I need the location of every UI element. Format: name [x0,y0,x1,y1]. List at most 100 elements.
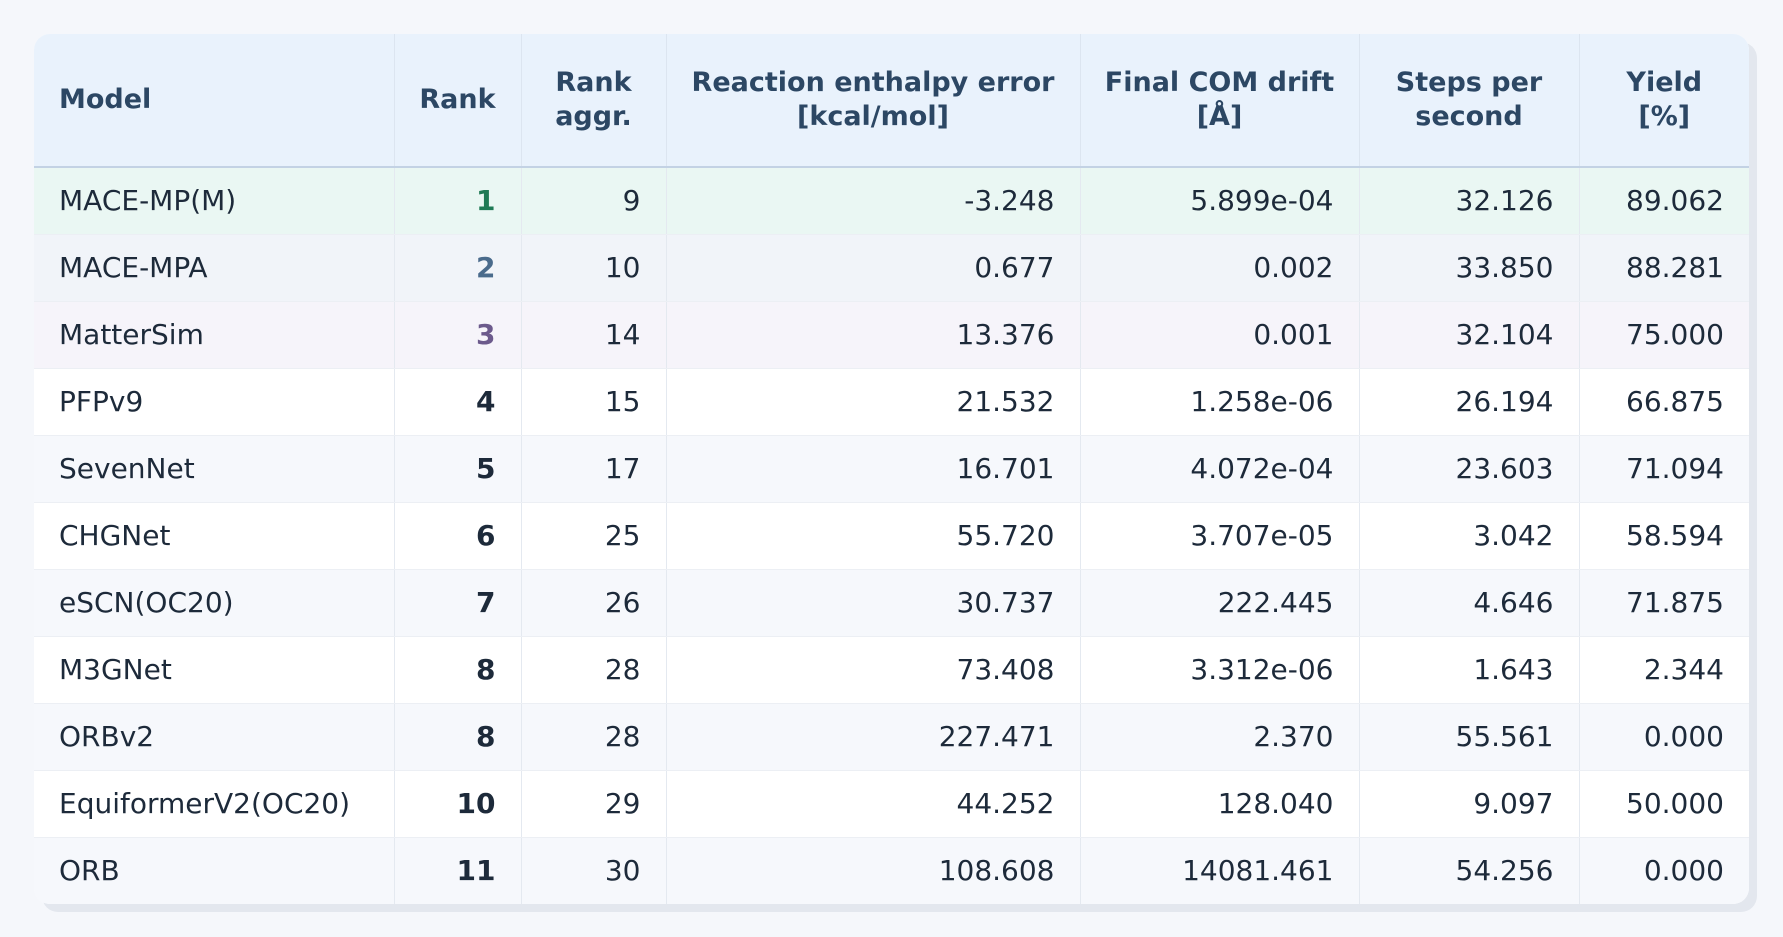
column-header-reaction-enthalpy-error[interactable]: Reaction enthalpy error [kcal/mol] [666,34,1081,168]
steps-per-second-cell: 32.104 [1359,301,1580,369]
header-label: Steps per [1395,67,1543,98]
com-drift-cell: 0.001 [1080,301,1360,369]
model-cell: eSCN(OC20) [34,569,395,637]
rank-aggr-cell: 29 [521,770,667,838]
column-header-model[interactable]: Model [34,34,395,168]
yield-cell: 71.094 [1579,435,1749,503]
header-label: Final COM drift [1104,67,1335,98]
table-row[interactable]: SevenNet 5 17 16.701 4.072e-04 23.603 71.094 [34,435,1749,503]
yield-cell: 0.000 [1579,837,1749,904]
column-header-rank[interactable]: Rank [394,34,522,168]
model-cell: MatterSim [34,301,395,369]
enthalpy-error-cell: 44.252 [666,770,1081,838]
enthalpy-error-cell: 0.677 [666,234,1081,302]
yield-cell: 88.281 [1579,234,1749,302]
header-label: Rank [555,67,632,98]
header-label: Rank [419,84,496,115]
model-cell: EquiformerV2(OC20) [34,770,395,838]
rank-aggr-cell: 26 [521,569,667,637]
com-drift-cell: 4.072e-04 [1080,435,1360,503]
yield-cell: 75.000 [1579,301,1749,369]
table-header: Model Rank Rank aggr. Reaction enthalpy e… [34,34,1749,168]
model-cell: ORBv2 [34,703,395,771]
table-row[interactable]: MACE-MP(M) 1 9 -3.248 5.899e-04 32.126 89.062 [34,167,1749,235]
column-header-yield[interactable]: Yield [%] [1579,34,1749,168]
header-label: Reaction enthalpy error [691,67,1055,98]
header-sublabel: second [1415,101,1523,132]
table-row[interactable]: EquiformerV2(OC20) 10 29 44.252 128.040 9.097… [34,770,1749,838]
com-drift-cell: 3.707e-05 [1080,502,1360,570]
yield-cell: 0.000 [1579,703,1749,771]
column-header-rank-aggr[interactable]: Rank aggr. [521,34,667,168]
com-drift-cell: 0.002 [1080,234,1360,302]
com-drift-cell: 5.899e-04 [1080,167,1360,235]
com-drift-cell: 1.258e-06 [1080,368,1360,436]
column-header-steps-per-second[interactable]: Steps per second [1359,34,1580,168]
yield-cell: 66.875 [1579,368,1749,436]
model-cell: M3GNet [34,636,395,704]
enthalpy-error-cell: 108.608 [666,837,1081,904]
rank-cell: 1 [394,167,522,235]
enthalpy-error-cell: 21.532 [666,368,1081,436]
steps-per-second-cell: 55.561 [1359,703,1580,771]
rank-aggr-cell: 28 [521,703,667,771]
rank-cell: 10 [394,770,522,838]
header-label: Yield [1626,67,1703,98]
model-cell: CHGNet [34,502,395,570]
rank-aggr-cell: 30 [521,837,667,904]
com-drift-cell: 3.312e-06 [1080,636,1360,704]
table-row[interactable]: ORB 11 30 108.608 14081.461 54.256 0.000 [34,837,1749,904]
header-row: Model Rank Rank aggr. Reaction enthalpy e… [34,34,1749,168]
rank-aggr-cell: 15 [521,368,667,436]
rank-aggr-cell: 9 [521,167,667,235]
rank-cell: 6 [394,502,522,570]
rank-cell: 5 [394,435,522,503]
yield-cell: 71.875 [1579,569,1749,637]
rank-cell: 11 [394,837,522,904]
yield-cell: 58.594 [1579,502,1749,570]
enthalpy-error-cell: 227.471 [666,703,1081,771]
enthalpy-error-cell: 16.701 [666,435,1081,503]
table-row[interactable]: PFPv9 4 15 21.532 1.258e-06 26.194 66.875 [34,368,1749,436]
rank-cell: 2 [394,234,522,302]
rank-cell: 4 [394,368,522,436]
steps-per-second-cell: 32.126 [1359,167,1580,235]
enthalpy-error-cell: 30.737 [666,569,1081,637]
table-row[interactable]: CHGNet 6 25 55.720 3.707e-05 3.042 58.594 [34,502,1749,570]
steps-per-second-cell: 33.850 [1359,234,1580,302]
table-row[interactable]: ORBv2 8 28 227.471 2.370 55.561 0.000 [34,703,1749,771]
rank-cell: 8 [394,703,522,771]
column-header-final-com-drift[interactable]: Final COM drift [Å] [1080,34,1360,168]
table-row[interactable]: MatterSim 3 14 13.376 0.001 32.104 75.000 [34,301,1749,369]
header-sublabel: [Å] [1196,101,1243,132]
model-cell: MACE-MP(M) [34,167,395,235]
steps-per-second-cell: 23.603 [1359,435,1580,503]
steps-per-second-cell: 26.194 [1359,368,1580,436]
enthalpy-error-cell: 73.408 [666,636,1081,704]
table-row[interactable]: M3GNet 8 28 73.408 3.312e-06 1.643 2.344 [34,636,1749,704]
enthalpy-error-cell: 55.720 [666,502,1081,570]
rank-aggr-cell: 14 [521,301,667,369]
table-body: MACE-MP(M) 1 9 -3.248 5.899e-04 32.126 89.062 M… [34,167,1749,904]
rank-aggr-cell: 28 [521,636,667,704]
header-sublabel: aggr. [555,101,632,132]
yield-cell: 2.344 [1579,636,1749,704]
leaderboard-table: Model Rank Rank aggr. Reaction enthalpy e… [34,34,1749,904]
enthalpy-error-cell: 13.376 [666,301,1081,369]
model-cell: MACE-MPA [34,234,395,302]
com-drift-cell: 2.370 [1080,703,1360,771]
table-row[interactable]: eSCN(OC20) 7 26 30.737 222.445 4.646 71.875 [34,569,1749,637]
rank-cell: 7 [394,569,522,637]
rank-aggr-cell: 17 [521,435,667,503]
yield-cell: 50.000 [1579,770,1749,838]
steps-per-second-cell: 9.097 [1359,770,1580,838]
com-drift-cell: 222.445 [1080,569,1360,637]
steps-per-second-cell: 4.646 [1359,569,1580,637]
enthalpy-error-cell: -3.248 [666,167,1081,235]
table-row[interactable]: MACE-MPA 2 10 0.677 0.002 33.850 88.281 [34,234,1749,302]
model-cell: ORB [34,837,395,904]
rank-cell: 3 [394,301,522,369]
header-sublabel: [%] [1638,101,1691,132]
header-sublabel: [kcal/mol] [797,101,949,132]
rank-aggr-cell: 10 [521,234,667,302]
